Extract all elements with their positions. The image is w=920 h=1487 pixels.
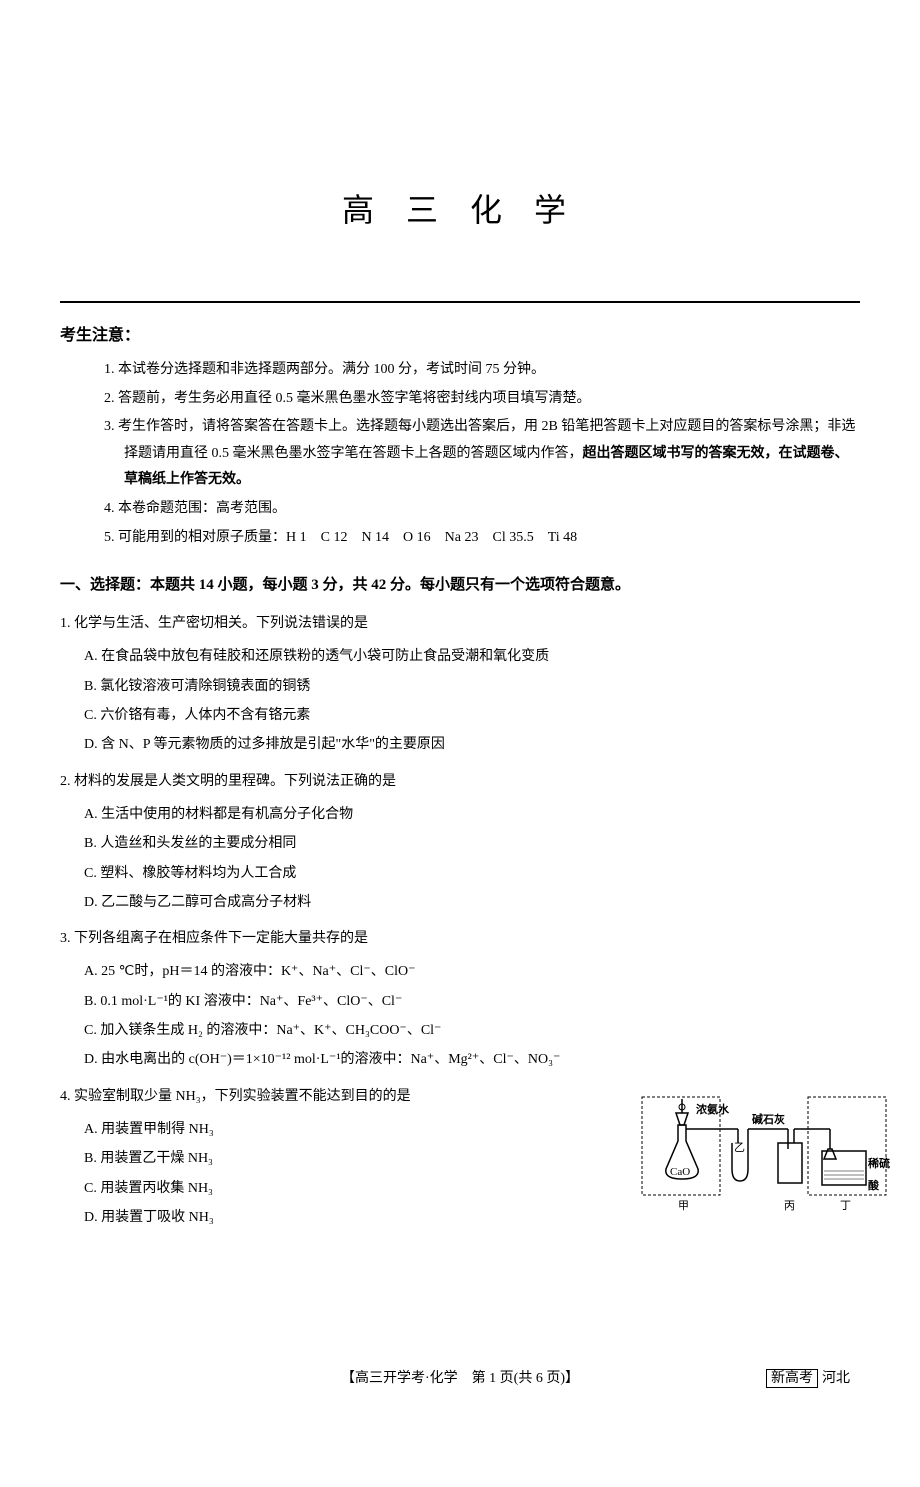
section-title: 一、选择题：本题共 14 小题，每小题 3 分，共 42 分。每小题只有一个选项… [60, 573, 860, 594]
label-lime: 碱石灰 [752, 1109, 785, 1131]
option-c: C. 加入镁条生成 H₂ 的溶液中：Na⁺、K⁺、CH₃COO⁻、Cl⁻ [60, 1016, 860, 1045]
footer-province: 河北 [822, 1371, 850, 1386]
apparatus-diagram: 浓氨水 碱石灰 稀硫酸 CaO 乙 甲 丙 丁 [640, 1091, 890, 1211]
notice-item: 4. 本卷命题范围：高考范围。 [104, 496, 860, 523]
question-3: 3. 下列各组离子在相应条件下一定能大量共存的是 A. 25 ℃时，pH＝14 … [60, 925, 860, 1075]
label-cao: CaO [670, 1161, 690, 1183]
notice-item: 5. 可能用到的相对原子质量：H 1 C 12 N 14 O 16 Na 23 … [104, 525, 860, 552]
question-4: 4. 实验室制取少量 NH₃，下列实验装置不能达到目的的是 A. 用装置甲制得 … [60, 1083, 860, 1233]
question-text: 3. 下列各组离子在相应条件下一定能大量共存的是 [60, 925, 860, 953]
option-b: B. 0.1 mol·L⁻¹的 KI 溶液中：Na⁺、Fe³⁺、ClO⁻、Cl⁻ [60, 987, 860, 1016]
option-d: D. 乙二酸与乙二醇可合成高分子材料 [60, 888, 860, 917]
option-b: B. 氯化铵溶液可清除铜镜表面的铜锈 [60, 672, 860, 701]
option-d: D. 含 N、P 等元素物质的过多排放是引起"水华"的主要原因 [60, 730, 860, 759]
title-divider [60, 301, 860, 303]
label-bing: 丙 [784, 1195, 795, 1217]
option-c: C. 六价铬有毒，人体内不含有铬元素 [60, 701, 860, 730]
notice-item: 3. 考生作答时，请将答案答在答题卡上。选择题每小题选出答案后，用 2B 铅笔把… [104, 414, 860, 494]
label-acid: 稀硫酸 [868, 1153, 890, 1197]
notice-heading: 考生注意： [60, 321, 860, 345]
option-c: C. 塑料、橡胶等材料均为人工合成 [60, 859, 860, 888]
label-yi-inline: 乙 [734, 1137, 745, 1159]
option-a: A. 在食品袋中放包有硅胶和还原铁粉的透气小袋可防止食品受潮和氧化变质 [60, 642, 860, 671]
label-jia: 甲 [678, 1195, 689, 1217]
notice-list: 1. 本试卷分选择题和非选择题两部分。满分 100 分，考试时间 75 分钟。 … [60, 357, 860, 551]
option-b: B. 人造丝和头发丝的主要成分相同 [60, 829, 860, 858]
page-title: 高 三 化 学 [60, 185, 860, 231]
page-footer-right: 新高考河北 [766, 1367, 850, 1387]
question-2: 2. 材料的发展是人类文明的里程碑。下列说法正确的是 A. 生活中使用的材料都是… [60, 768, 860, 918]
option-d: D. 由水电离出的 c(OH⁻)＝1×10⁻¹² mol·L⁻¹的溶液中：Na⁺… [60, 1045, 860, 1074]
question-text: 1. 化学与生活、生产密切相关。下列说法错误的是 [60, 610, 860, 638]
label-ding: 丁 [840, 1195, 851, 1217]
notice-item: 2. 答题前，考生务必用直径 0.5 毫米黑色墨水签字笔将密封线内项目填写清楚。 [104, 386, 860, 413]
footer-box: 新高考 [766, 1369, 818, 1388]
question-text: 2. 材料的发展是人类文明的里程碑。下列说法正确的是 [60, 768, 860, 796]
notice-item: 1. 本试卷分选择题和非选择题两部分。满分 100 分，考试时间 75 分钟。 [104, 357, 860, 384]
label-ammonia: 浓氨水 [696, 1099, 729, 1121]
option-a: A. 25 ℃时，pH＝14 的溶液中：K⁺、Na⁺、Cl⁻、ClO⁻ [60, 957, 860, 986]
question-1: 1. 化学与生活、生产密切相关。下列说法错误的是 A. 在食品袋中放包有硅胶和还… [60, 610, 860, 760]
option-a: A. 生活中使用的材料都是有机高分子化合物 [60, 800, 860, 829]
